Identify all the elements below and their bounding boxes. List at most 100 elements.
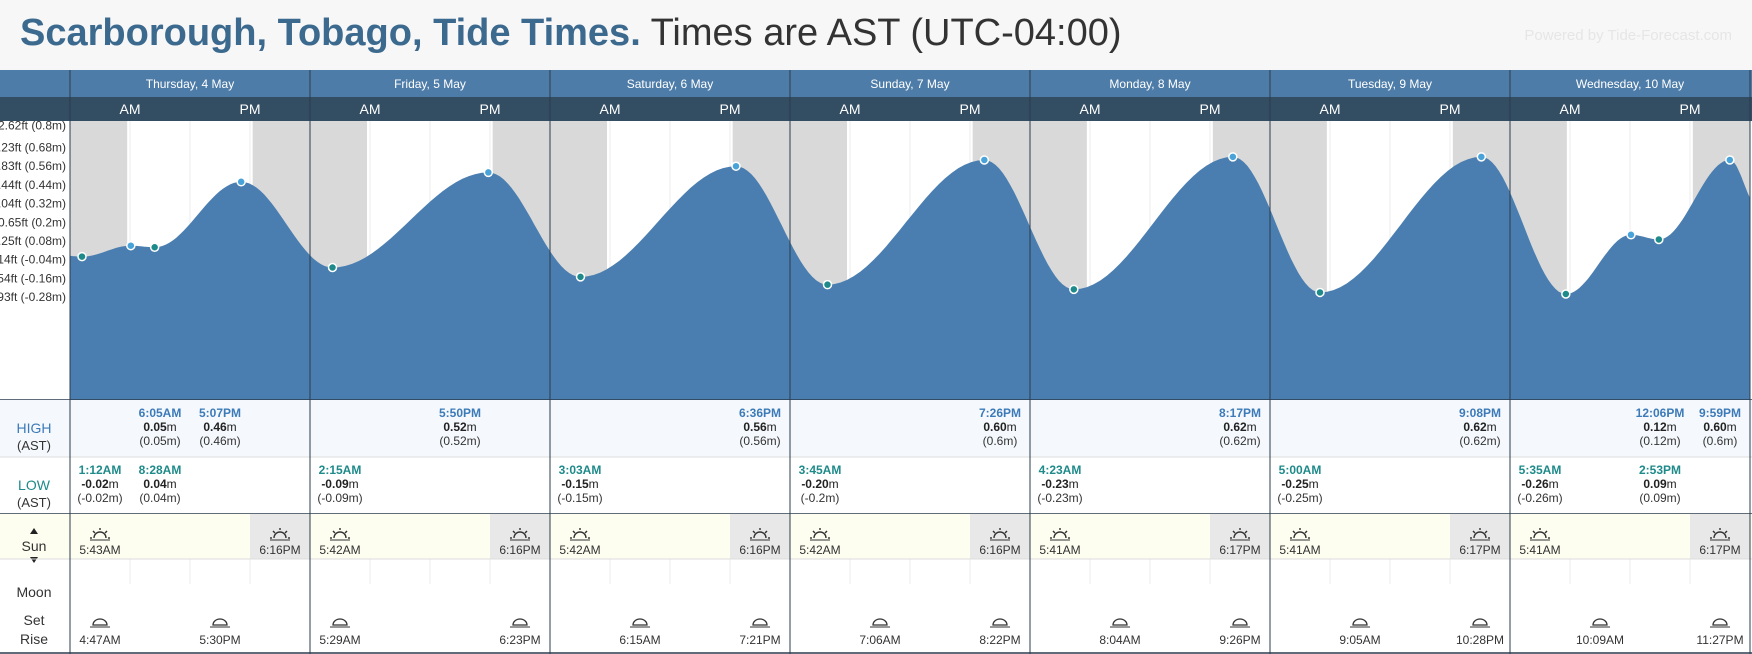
am-label: AM bbox=[360, 101, 381, 117]
high-row-tz: (AST) bbox=[17, 438, 51, 453]
header: Scarborough, Tobago, Tide Times. Times a… bbox=[0, 0, 1752, 70]
high-time: 6:05AM bbox=[139, 406, 182, 420]
sunrise-time: 5:41AM bbox=[1519, 543, 1560, 557]
moonrise-label: Rise bbox=[20, 631, 48, 647]
moon-icon bbox=[1592, 618, 1608, 626]
pm-label: PM bbox=[1200, 101, 1221, 117]
pm-label: PM bbox=[480, 101, 501, 117]
am-label: AM bbox=[120, 101, 141, 117]
sunset-cell-bg bbox=[730, 514, 790, 559]
pm-label: PM bbox=[1440, 101, 1461, 117]
y-tick-label: 1.04ft (0.32m) bbox=[0, 197, 66, 211]
low-value: -0.26m bbox=[1521, 477, 1558, 491]
am-label: AM bbox=[1320, 101, 1341, 117]
sunrise-time: 5:41AM bbox=[1039, 543, 1080, 557]
low-value-metric: (-0.09m) bbox=[317, 491, 362, 505]
moon-time: 6:23PM bbox=[499, 633, 540, 647]
day-label: Wednesday, 10 May bbox=[1576, 77, 1684, 91]
low-value-metric: (-0.23m) bbox=[1037, 491, 1082, 505]
low-row-tz: (AST) bbox=[17, 495, 51, 510]
low-tide-marker bbox=[575, 272, 586, 282]
moon-time: 11:27PM bbox=[1696, 633, 1743, 647]
high-value: 0.62m bbox=[1223, 420, 1256, 434]
high-value-metric: (0.12m) bbox=[1639, 434, 1680, 448]
moon-time: 5:29AM bbox=[319, 633, 360, 647]
low-value: -0.09m bbox=[321, 477, 358, 491]
high-value-metric: (0.56m) bbox=[739, 434, 780, 448]
high-tide-marker bbox=[1476, 152, 1487, 162]
low-time: 3:45AM bbox=[799, 463, 842, 477]
sunrise-time: 5:41AM bbox=[1279, 543, 1320, 557]
sunset-icon bbox=[1710, 528, 1730, 541]
low-time: 2:53PM bbox=[1639, 463, 1681, 477]
moon-icon bbox=[512, 618, 528, 626]
sunset-cell-bg bbox=[250, 514, 310, 559]
low-value-metric: (-0.25m) bbox=[1277, 491, 1322, 505]
high-value: 0.12m bbox=[1643, 420, 1676, 434]
sun-row-label: Sun bbox=[22, 538, 47, 554]
high-row-bg bbox=[0, 400, 1752, 457]
moon-icon bbox=[1112, 618, 1128, 626]
low-value-metric: (-0.02m) bbox=[77, 491, 122, 505]
moon-time: 7:21PM bbox=[739, 633, 780, 647]
am-label: AM bbox=[600, 101, 621, 117]
sunrise-icon bbox=[1290, 528, 1310, 541]
moon-time: 7:06AM bbox=[859, 633, 900, 647]
sunset-time: 6:16PM bbox=[259, 543, 300, 557]
y-tick-label: -0.54ft (-0.16m) bbox=[0, 271, 66, 285]
high-value-metric: (0.46m) bbox=[199, 434, 240, 448]
high-tide-marker bbox=[236, 177, 246, 187]
high-value-metric: (0.62m) bbox=[1219, 434, 1260, 448]
low-time: 1:12AM bbox=[79, 463, 122, 477]
high-tide-marker bbox=[126, 240, 136, 251]
sunrise-icon bbox=[1050, 528, 1070, 541]
day-header-bar bbox=[0, 70, 1752, 97]
ampm-header-bar bbox=[0, 97, 1752, 121]
moon-time: 10:28PM bbox=[1456, 633, 1504, 647]
day-label: Friday, 5 May bbox=[394, 77, 466, 91]
high-tide-marker bbox=[483, 167, 494, 178]
powered-by[interactable]: Powered by Tide-Forecast.com bbox=[1524, 27, 1732, 44]
moon-icon bbox=[92, 618, 108, 626]
high-time: 6:36PM bbox=[739, 406, 781, 420]
moon-icon bbox=[212, 618, 228, 626]
location-title: Scarborough, Tobago, Tide Times. bbox=[20, 12, 641, 54]
high-time: 7:26PM bbox=[979, 406, 1021, 420]
low-value: -0.25m bbox=[1281, 477, 1318, 491]
low-row-bg bbox=[0, 457, 1752, 514]
sunset-cell-bg bbox=[1450, 514, 1510, 559]
low-tide-marker bbox=[822, 279, 833, 290]
sunrise-time: 5:42AM bbox=[799, 543, 840, 557]
day-label: Sunday, 7 May bbox=[870, 77, 949, 91]
moon-icon bbox=[872, 618, 888, 626]
sunrise-time: 5:43AM bbox=[79, 543, 120, 557]
moon-icon bbox=[992, 618, 1008, 626]
low-value: 0.09m bbox=[1643, 477, 1676, 491]
sunset-icon bbox=[750, 528, 770, 541]
high-tide-marker bbox=[1725, 155, 1735, 165]
moon-icon bbox=[1232, 618, 1248, 626]
high-value-metric: (0.52m) bbox=[439, 434, 480, 448]
timezone-note: Times are AST (UTC-04:00) bbox=[650, 12, 1122, 54]
sunrise-arrow-icon bbox=[30, 528, 38, 534]
low-value-metric: (-0.26m) bbox=[1517, 491, 1562, 505]
pm-label: PM bbox=[1680, 101, 1701, 117]
am-label: AM bbox=[1080, 101, 1101, 117]
y-tick-label: 2.62ft (0.8m) bbox=[0, 119, 66, 133]
tide-chart: 2.62ft (0.8m) 2.23ft (0.68m) 1.83ft (0.56m… bbox=[0, 70, 1752, 654]
high-tide-marker bbox=[979, 155, 990, 165]
sunrise-icon bbox=[570, 528, 590, 541]
sunrise-time: 5:42AM bbox=[319, 543, 360, 557]
sunset-time: 6:17PM bbox=[1699, 543, 1740, 557]
low-tide-marker bbox=[77, 251, 87, 262]
low-value-metric: (-0.15m) bbox=[557, 491, 602, 505]
pm-label: PM bbox=[960, 101, 981, 117]
low-tide-marker bbox=[1069, 284, 1079, 295]
low-time: 2:15AM bbox=[319, 463, 362, 477]
sunset-time: 6:17PM bbox=[1459, 543, 1500, 557]
high-time: 9:59PM bbox=[1699, 406, 1741, 420]
low-tide-marker bbox=[327, 262, 338, 273]
low-time: 4:23AM bbox=[1039, 463, 1082, 477]
sunset-time: 6:16PM bbox=[739, 543, 780, 557]
high-time: 8:17PM bbox=[1219, 406, 1261, 420]
